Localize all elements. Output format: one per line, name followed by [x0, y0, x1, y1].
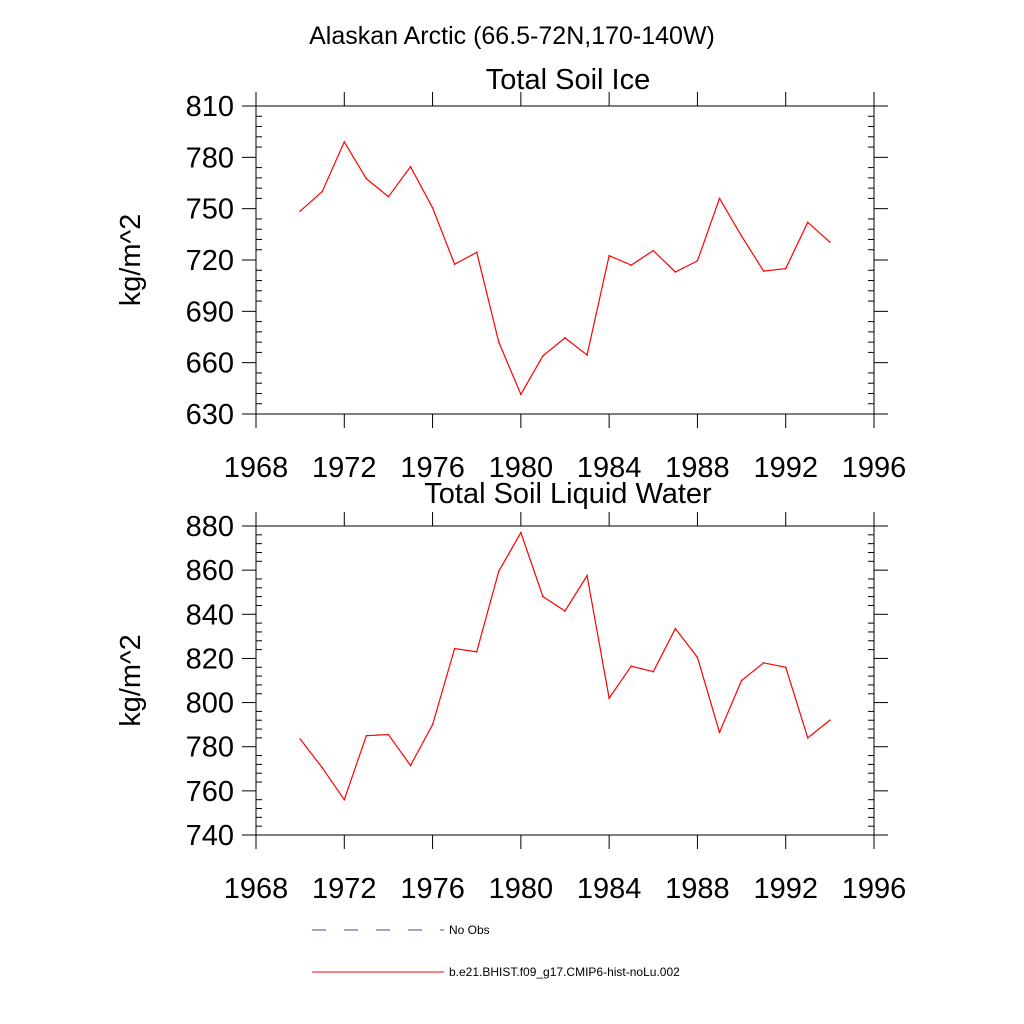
x-tick-label: 1996: [842, 873, 907, 905]
data-point: [608, 254, 610, 257]
data-point: [762, 270, 765, 272]
y-tick-label: 780: [186, 142, 234, 174]
data-point: [431, 207, 434, 209]
y-tick-label: 740: [186, 820, 234, 852]
data-point: [475, 651, 478, 653]
data-point: [475, 251, 478, 254]
x-tick-label: 1968: [224, 452, 289, 484]
data-point: [542, 595, 544, 598]
data-point: [586, 574, 588, 577]
data-point: [806, 221, 809, 224]
y-tick-label: 880: [186, 511, 234, 543]
panel-title: Total Soil Ice: [486, 64, 650, 96]
data-point: [696, 260, 699, 262]
y-tick-label: 780: [186, 732, 234, 764]
plot-frame: [255, 525, 875, 836]
data-point: [784, 666, 787, 669]
y-tick-label: 760: [186, 776, 234, 808]
data-point: [652, 249, 655, 252]
data-point: [343, 141, 346, 143]
y-tick-label: 810: [186, 91, 234, 123]
y-tick-label: 720: [186, 245, 234, 277]
data-point: [409, 165, 412, 168]
data-point: [630, 665, 633, 667]
x-tick-label: 1988: [665, 452, 730, 484]
data-point: [520, 531, 522, 534]
data-point: [321, 766, 324, 769]
data-point: [343, 798, 346, 801]
x-tick-label: 1992: [753, 873, 818, 905]
y-axis-label: kg/m^2: [115, 634, 147, 727]
legend-label-1: No Obs: [449, 923, 490, 937]
x-tick-label: 1972: [312, 873, 377, 905]
data-point: [674, 627, 677, 630]
data-point: [497, 341, 500, 343]
x-tick-label: 1980: [489, 452, 554, 484]
panel-1: Total Soil Ice 1968 1972 1976 1980 1984 1988 19…: [115, 64, 906, 484]
plot-frame: [255, 105, 875, 415]
data-point: [829, 719, 831, 722]
data-point: [762, 662, 765, 664]
data-point: [718, 731, 721, 734]
y-tick-label: 630: [186, 399, 234, 431]
x-tick-label: 1972: [312, 452, 377, 484]
x-tick-label: 1984: [577, 452, 642, 484]
data-point: [608, 697, 610, 699]
y-tick-label: 800: [186, 688, 234, 720]
data-point: [387, 195, 390, 198]
y-tick-label: 690: [186, 296, 234, 328]
data-point: [740, 235, 743, 237]
data-point: [718, 197, 721, 200]
x-tick-label: 1984: [577, 873, 642, 905]
data-point: [453, 647, 456, 650]
data-point: [652, 670, 655, 673]
x-tick-label: 1976: [400, 452, 465, 484]
data-point: [299, 738, 301, 740]
y-tick-label: 860: [186, 555, 234, 587]
y-tick-label: 820: [186, 643, 234, 675]
y-tick-label: 750: [186, 194, 234, 226]
data-point: [630, 264, 633, 266]
data-point: [740, 679, 743, 682]
data-point: [365, 734, 368, 737]
data-point: [806, 737, 809, 739]
data-point: [431, 723, 434, 726]
data-point: [784, 267, 787, 270]
data-point: [542, 355, 544, 357]
data-point: [586, 354, 588, 356]
data-point: [674, 271, 677, 273]
x-tick-label: 1992: [753, 452, 818, 484]
y-axis-label: kg/m^2: [115, 214, 147, 307]
data-point: [520, 393, 522, 396]
data-point: [409, 764, 412, 767]
data-point: [696, 656, 699, 659]
panel-2: Total Soil Liquid Water 1968 1972 1976 1980 1…: [115, 478, 906, 905]
data-point: [564, 337, 566, 339]
y-tick-label: 660: [186, 348, 234, 380]
x-tick-label: 1996: [842, 452, 907, 484]
x-tick-label: 1988: [665, 873, 730, 905]
data-point: [321, 190, 324, 193]
panels: Total Soil Ice 1968 1972 1976 1980 1984 1988 19…: [115, 64, 906, 905]
data-point: [365, 177, 368, 180]
data-point: [299, 210, 301, 213]
x-tick-label: 1976: [400, 873, 465, 905]
figure-suptitle: Alaskan Arctic (66.5-72N,170-140W): [309, 22, 715, 50]
series-line-1: [299, 531, 831, 802]
data-point: [387, 733, 390, 736]
x-tick-label: 1968: [224, 873, 289, 905]
data-point: [453, 263, 456, 266]
panel-title: Total Soil Liquid Water: [424, 478, 712, 510]
legend-label-2: b.e21.BHIST.f09_g17.CMIP6-hist-noLu.002: [449, 965, 680, 979]
x-tick-label: 1980: [489, 873, 554, 905]
data-point: [829, 241, 831, 243]
data-point: [564, 610, 566, 612]
data-point: [497, 570, 500, 573]
series-line-1: [299, 140, 831, 396]
legend: No Obs b.e21.BHIST.f09_g17.CMIP6-hist-noL…: [312, 923, 680, 979]
y-tick-label: 840: [186, 599, 234, 631]
